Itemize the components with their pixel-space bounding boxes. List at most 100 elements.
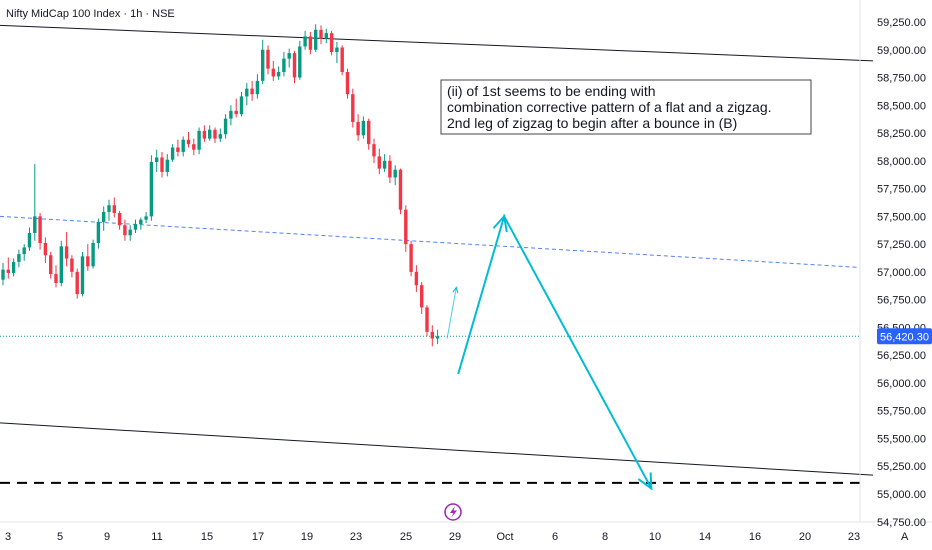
candle-body	[70, 258, 74, 272]
mid-channel-line	[0, 215, 861, 268]
price-tick-label: 58,750.00	[877, 73, 926, 85]
candle-body	[308, 36, 313, 50]
candle-body	[123, 225, 127, 236]
annotation-frame	[440, 79, 812, 135]
candle-body	[160, 157, 164, 172]
price-tick-label: 55,000.00	[877, 489, 926, 501]
candle-body	[155, 157, 159, 162]
price-tick-label: 58,000.00	[877, 156, 926, 168]
date-tick-label: 9	[104, 531, 110, 543]
candle-body	[165, 159, 169, 172]
date-tick-label: 11	[151, 531, 162, 543]
candle-body	[33, 216, 37, 234]
price-tick-label: 57,500.00	[877, 211, 926, 223]
candle-body	[86, 256, 90, 267]
candle-body	[170, 147, 175, 160]
annotation-box[interactable]: (ii) of 1st seems to be ending with comb…	[440, 79, 812, 135]
price-tick-label: 59,250.00	[877, 17, 926, 29]
candle-body	[250, 88, 254, 95]
candle-body	[186, 139, 191, 145]
date-tick-label: 16	[749, 531, 761, 543]
candle-body	[303, 36, 307, 47]
date-axis[interactable]: 3 5 9 11 15 17 19 23 25 29 Oct 6 8 10 14 16 20 23	[5, 531, 860, 543]
candle-body	[91, 243, 95, 267]
candle-body	[245, 88, 249, 97]
candle-body	[149, 161, 154, 217]
date-tick-label: 17	[252, 531, 264, 543]
candle-body	[139, 219, 143, 225]
candles	[1, 24, 440, 347]
candle-body	[282, 58, 286, 72]
candle-body	[388, 160, 392, 178]
candle-body	[208, 129, 212, 139]
candle-body	[64, 246, 69, 259]
channel-lower-line	[0, 422, 874, 476]
candle-body	[27, 233, 32, 248]
last-price-tag: 56,420.30	[877, 328, 932, 345]
candle-body	[340, 47, 344, 72]
candle-body	[192, 144, 196, 150]
candle-body	[218, 134, 222, 139]
candle-body	[96, 221, 101, 244]
candle-body	[22, 247, 26, 255]
chart-title: Nifty MidCap 100 Index · 1h · NSE	[6, 8, 175, 20]
candle-body	[38, 216, 42, 244]
candle-body	[314, 29, 318, 50]
candle-body	[17, 254, 21, 262]
candle-body	[420, 285, 424, 308]
candle-body	[11, 261, 16, 273]
candle-body	[213, 129, 217, 139]
date-tick-label: 8	[602, 531, 608, 543]
candle-body	[54, 274, 58, 283]
price-tick-label: 57,750.00	[877, 184, 926, 196]
candle-body	[144, 216, 148, 220]
candle-body	[59, 246, 63, 283]
date-tick-label: 29	[449, 531, 461, 543]
candle-body	[6, 269, 10, 273]
auto-scale-toggle[interactable]: A	[901, 531, 909, 543]
candle-body	[117, 213, 122, 226]
candle-body	[261, 49, 265, 81]
candle-body	[239, 96, 244, 115]
candle-body	[43, 243, 48, 256]
candle-body	[398, 169, 403, 210]
price-tick-label: 55,250.00	[877, 461, 926, 473]
projection-arrowhead-up	[492, 214, 508, 233]
candle-body	[367, 120, 371, 145]
date-tick-label: 23	[350, 531, 362, 543]
candle-body	[202, 130, 207, 139]
candle-body	[324, 33, 328, 39]
candle-body	[128, 229, 132, 236]
price-tick-label: 57,250.00	[877, 239, 926, 251]
candle-body	[107, 205, 111, 212]
candle-body	[1, 269, 5, 280]
last-price-background	[877, 328, 932, 345]
candle-body	[49, 255, 53, 275]
small-projection-arrowhead	[452, 286, 459, 294]
price-tick-label: 54,750.00	[877, 517, 926, 529]
candle-body	[382, 160, 387, 169]
price-tick-label: 55,500.00	[877, 433, 926, 445]
small-projection-line	[446, 287, 457, 339]
candle-body	[223, 118, 228, 135]
candle-body	[197, 130, 201, 150]
candle-body	[425, 307, 429, 332]
flash-icon[interactable]	[444, 503, 462, 521]
candle-body	[372, 144, 376, 157]
candle-body	[329, 33, 334, 52]
candle-body	[229, 110, 233, 119]
candle-body	[335, 47, 339, 52]
price-tick-label: 57,000.00	[877, 267, 926, 279]
price-tick-label: 58,250.00	[877, 128, 926, 140]
date-tick-label: 15	[201, 531, 213, 543]
price-tick-label: 56,000.00	[877, 378, 926, 390]
date-tick-label: 14	[699, 531, 711, 543]
lightning-bolt-icon	[450, 506, 457, 518]
price-tick-label: 56,750.00	[877, 295, 926, 307]
candle-body	[181, 139, 185, 152]
price-tick-label: 56,250.00	[877, 350, 926, 362]
date-tick-label: 10	[649, 531, 661, 543]
annotation-line-1: (ii) of 1st seems to be ending with	[447, 83, 656, 99]
candle-body	[234, 110, 238, 115]
